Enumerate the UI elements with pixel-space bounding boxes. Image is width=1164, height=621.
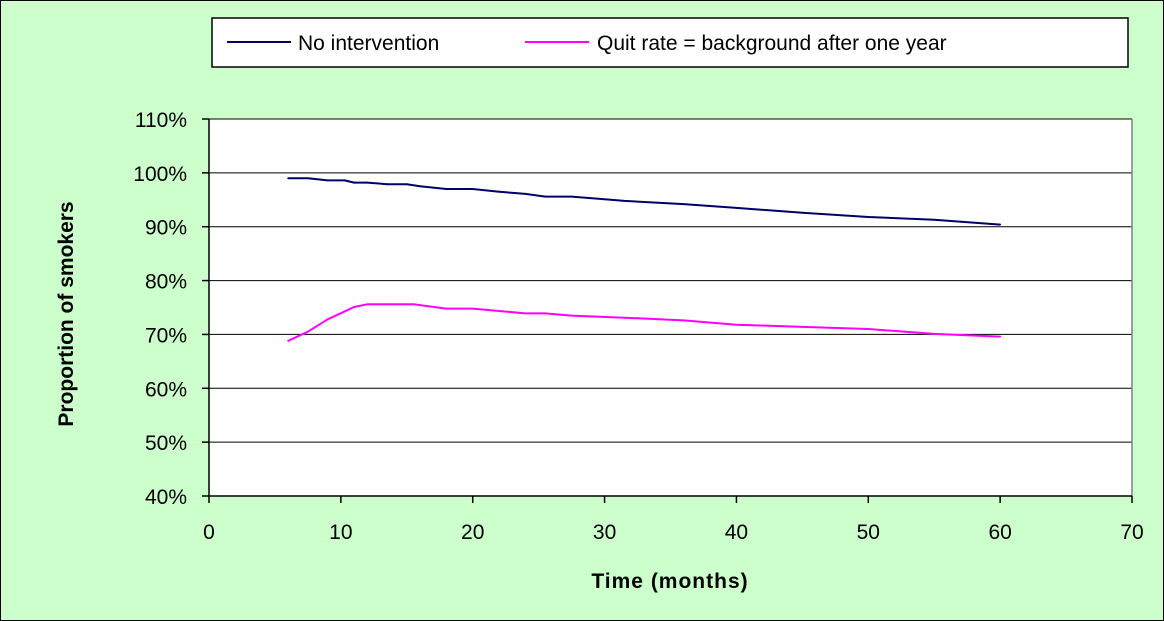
data-point <box>524 192 527 195</box>
data-point <box>933 218 936 221</box>
y-tick-label: 40% <box>145 486 187 509</box>
y-tick-label: 100% <box>133 163 187 186</box>
y-tick-label: 80% <box>145 271 187 294</box>
data-point <box>471 307 474 310</box>
legend-label-quit-rate: Quit rate = background after one year <box>597 32 947 55</box>
data-point <box>801 325 804 328</box>
series-line-quit-rate-background-after-one-year <box>287 303 1001 342</box>
axis-ticks: 40% 50% 60% 70% 80% 90% 100% 110% 0 10 20 30 40 50 60 7… <box>133 109 1143 544</box>
data-point <box>471 188 474 190</box>
x-tick-label: 40 <box>725 521 748 544</box>
data-point <box>498 190 500 193</box>
y-axis-title: Proportion of smokers <box>55 201 78 426</box>
x-axis-title: Time (months) <box>591 570 748 593</box>
data-point <box>544 312 547 315</box>
y-tick-label: 70% <box>145 324 187 347</box>
data-point <box>801 211 804 214</box>
data-point <box>326 318 329 321</box>
data-point <box>867 328 870 330</box>
grid-lines <box>209 118 1132 443</box>
data-point <box>735 323 738 326</box>
data-point <box>346 309 349 312</box>
data-point <box>386 183 388 186</box>
data-point <box>287 177 290 180</box>
data-point <box>326 179 329 182</box>
data-point <box>867 216 870 218</box>
data-point <box>343 179 346 182</box>
series-layer <box>287 177 1002 342</box>
data-point <box>366 303 369 306</box>
data-point <box>570 195 573 198</box>
data-point <box>366 181 369 184</box>
x-tick-label: 0 <box>203 521 215 544</box>
y-tick-label: 110% <box>135 109 187 132</box>
data-point <box>306 330 309 333</box>
x-tick-label: 60 <box>988 521 1011 544</box>
x-tick-label: 50 <box>857 521 880 544</box>
x-tick-label: 70 <box>1120 521 1143 544</box>
data-point <box>386 303 388 306</box>
data-point <box>405 183 408 186</box>
data-point <box>524 312 527 315</box>
data-point <box>570 314 573 317</box>
data-point <box>353 181 355 184</box>
data-point <box>412 303 415 306</box>
x-tick-label: 10 <box>329 521 352 544</box>
y-tick-label: 60% <box>145 378 187 401</box>
x-tick-label: 30 <box>593 521 616 544</box>
legend-label-no-intervention: No intervention <box>298 32 439 55</box>
data-point <box>445 307 448 310</box>
plot-area <box>209 119 1132 496</box>
data-point <box>306 177 309 180</box>
data-point <box>623 199 626 202</box>
data-point <box>999 335 1002 338</box>
data-point <box>623 316 626 319</box>
data-point <box>419 185 421 188</box>
data-point <box>544 195 547 198</box>
data-point <box>735 206 738 209</box>
data-point <box>603 198 606 201</box>
data-point <box>933 332 936 335</box>
data-point <box>353 306 355 308</box>
data-point <box>999 223 1002 226</box>
data-point <box>445 188 448 190</box>
data-point <box>287 339 290 342</box>
x-tick-label: 20 <box>461 521 484 544</box>
y-tick-label: 90% <box>145 217 187 240</box>
legend-box <box>211 17 1129 68</box>
y-tick-label: 50% <box>145 432 187 455</box>
data-point <box>682 319 685 322</box>
data-point <box>682 203 685 205</box>
